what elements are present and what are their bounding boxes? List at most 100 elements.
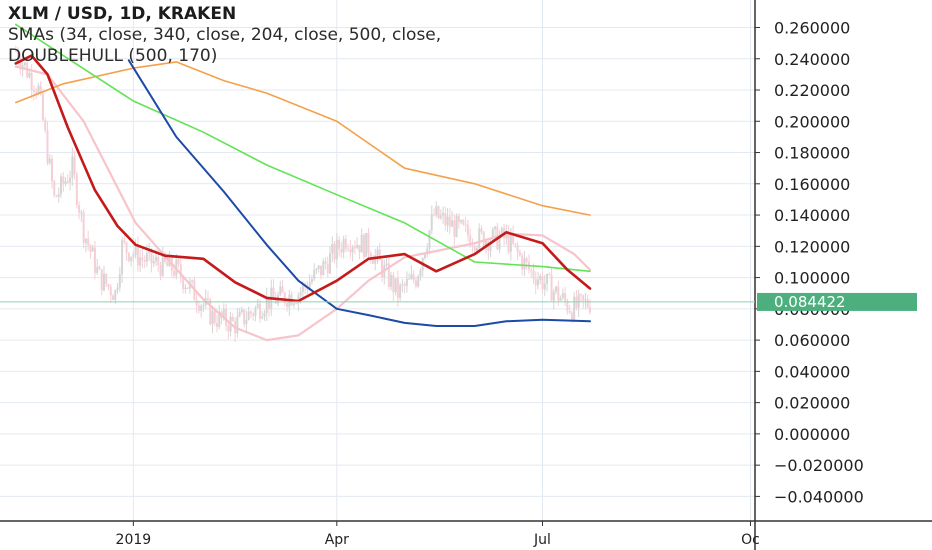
candle-body: [245, 319, 248, 325]
candle-body: [457, 215, 460, 223]
candle-body: [367, 233, 370, 254]
candle-body: [453, 220, 456, 237]
candle-body: [216, 323, 219, 327]
candle-body: [518, 252, 521, 256]
candle-body: [55, 195, 58, 197]
candle-body: [66, 181, 69, 183]
candle-body: [374, 255, 377, 264]
y-tick-label: 0.040000: [774, 362, 850, 381]
candle-body: [141, 257, 144, 260]
candle-body: [227, 325, 230, 332]
y-tick-label: 0.200000: [774, 112, 850, 131]
candle-body: [256, 303, 259, 308]
candle-body: [385, 263, 388, 266]
candle-body: [534, 278, 537, 286]
candle-body: [573, 296, 576, 321]
candle-body: [37, 85, 40, 94]
candle-body: [44, 120, 47, 131]
candle-body: [301, 284, 304, 292]
candle-body: [408, 278, 411, 280]
candle-body: [394, 278, 397, 293]
candle-body: [157, 256, 160, 266]
candle-body: [532, 269, 535, 279]
candle-body: [442, 213, 445, 216]
candle-body: [258, 303, 261, 319]
candle-body: [410, 274, 413, 279]
candle-body: [161, 253, 164, 276]
candle-body: [536, 279, 539, 286]
candle-body: [322, 261, 325, 276]
candle-body: [64, 181, 67, 184]
series-line-sma-340: [15, 61, 591, 216]
candle-body: [509, 233, 512, 252]
candle-body: [466, 224, 469, 236]
candle-body: [84, 238, 87, 244]
candle-body: [254, 307, 257, 316]
grid-lines: [0, 0, 755, 521]
candle-body: [550, 274, 553, 301]
candle-body: [317, 265, 320, 269]
y-tick-label: −0.040000: [774, 487, 864, 506]
candle-body: [132, 254, 135, 257]
candle-body: [329, 253, 332, 274]
candle-body: [433, 214, 436, 216]
candle-body: [173, 271, 176, 276]
y-tick-label: 0.160000: [774, 175, 850, 194]
candle-body: [23, 62, 26, 65]
candle-body: [586, 299, 589, 308]
y-tick-label: 0.100000: [774, 269, 850, 288]
candle-body: [561, 293, 564, 298]
candle-body: [252, 313, 255, 316]
candle-body: [109, 286, 112, 296]
candle-body: [299, 291, 302, 296]
candle-body: [53, 181, 56, 196]
candle-body: [143, 259, 146, 262]
candle-body: [87, 238, 90, 246]
candle-body: [489, 242, 492, 251]
candle-body: [14, 50, 17, 52]
candle-body: [28, 72, 31, 78]
candle-body: [446, 216, 449, 226]
candle-body: [166, 261, 169, 267]
candle-body: [295, 303, 298, 305]
price-axis[interactable]: 0.260000 0.240000 0.220000 0.200000 0.180000…: [754, 0, 864, 550]
y-tick-label: 0.120000: [774, 237, 850, 256]
y-tick-label: 0.220000: [774, 81, 850, 100]
candle-body: [525, 258, 528, 262]
candle-body: [75, 174, 78, 206]
candle-body: [69, 177, 72, 183]
candle-body: [225, 309, 228, 326]
y-tick-label: 0.140000: [774, 206, 850, 225]
candle-body: [324, 261, 327, 265]
candle-body: [530, 269, 533, 271]
candle-body: [360, 234, 363, 253]
candle-body: [236, 316, 239, 334]
candle-body: [80, 212, 83, 214]
candle-body: [349, 249, 352, 253]
series-line-sma-500: [127, 59, 591, 327]
candle-body: [541, 276, 544, 290]
candle-body: [130, 256, 133, 261]
candle-body: [272, 287, 275, 298]
candle-body: [292, 303, 295, 306]
candle-body: [71, 156, 74, 178]
candle-body: [507, 231, 510, 252]
candle-body: [179, 264, 182, 278]
candle-body: [231, 316, 234, 321]
candle-body: [326, 264, 329, 274]
time-axis[interactable]: 2019 Apr Jul Oc: [0, 520, 932, 548]
candle-body: [62, 176, 65, 184]
last-price-label: 0.084422: [774, 293, 846, 311]
y-tick-label: 0.020000: [774, 394, 850, 413]
candle-body: [498, 236, 501, 250]
candle-body: [378, 249, 381, 261]
candle-body: [588, 307, 591, 313]
candle-body: [154, 256, 157, 262]
candle-body: [125, 242, 128, 253]
candle-body: [57, 193, 60, 197]
candle-body: [437, 206, 440, 219]
candle-body: [469, 235, 472, 247]
candle-body: [555, 286, 558, 292]
candle-body: [351, 247, 354, 253]
